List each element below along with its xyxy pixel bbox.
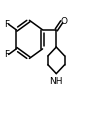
Text: NH: NH <box>49 77 63 86</box>
Text: F: F <box>5 50 10 59</box>
Text: O: O <box>61 17 68 26</box>
Text: F: F <box>5 20 10 29</box>
